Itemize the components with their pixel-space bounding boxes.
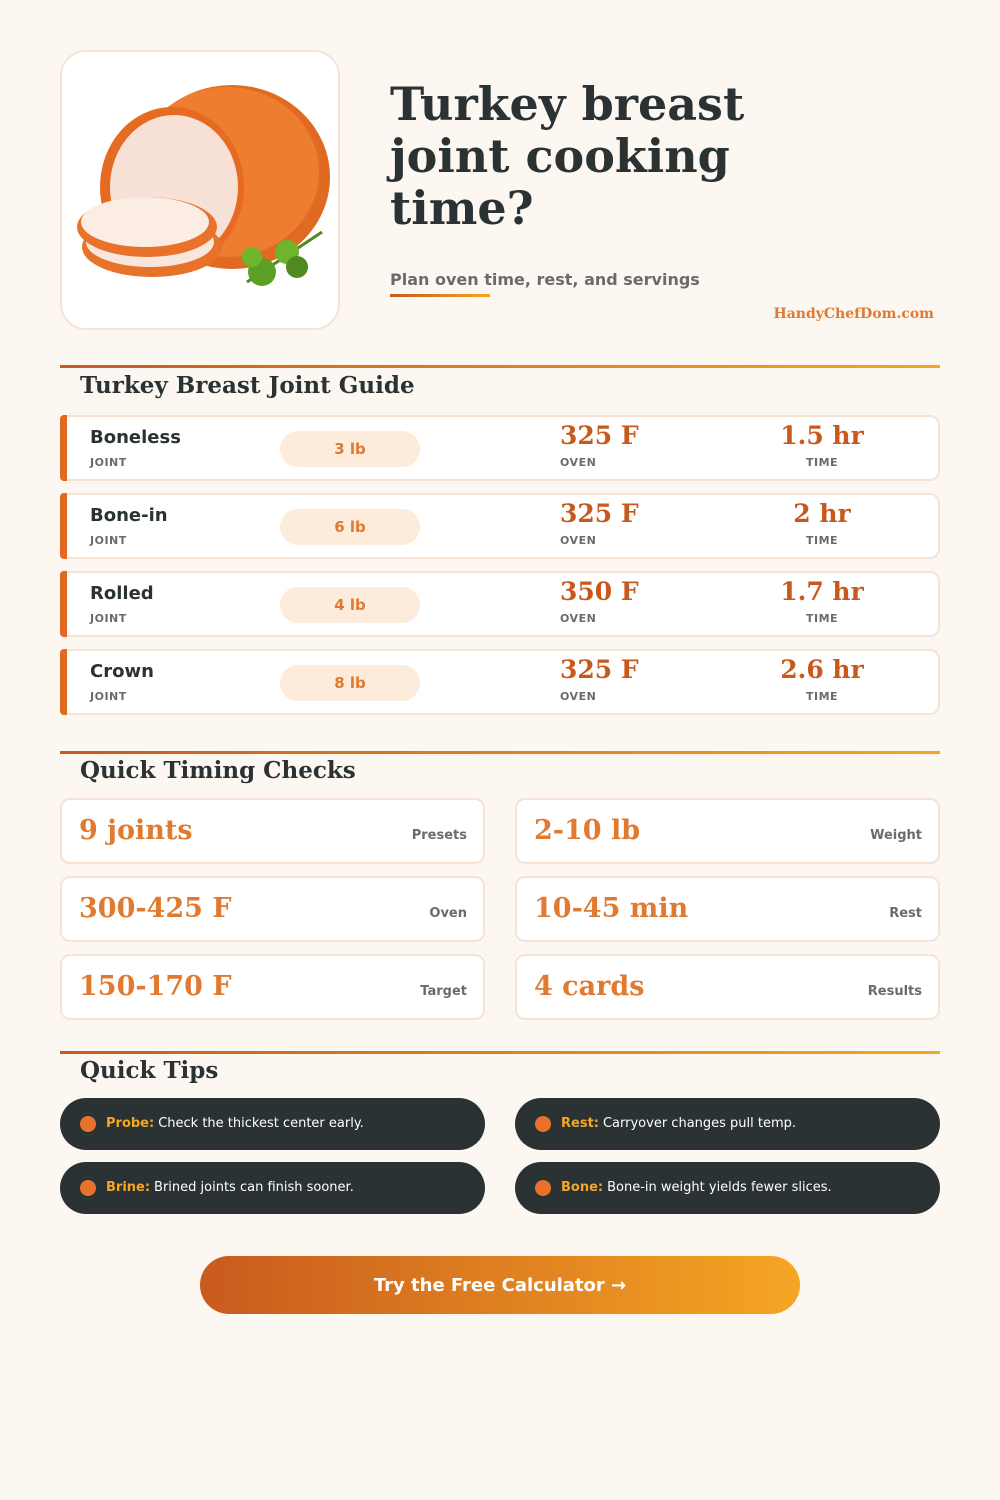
check-value: 10-45 min [534, 893, 689, 924]
joint-label: JOINT [90, 612, 127, 625]
page-title: Turkey breast joint cooking time? [390, 77, 745, 235]
time-label: TIME [805, 534, 839, 547]
oven-label: OVEN [560, 534, 597, 547]
site-name: HandyChefDom.com [773, 306, 935, 322]
joint-row: Bone-in JOINT 6 lb 325 F OVEN 2 hr TIME [60, 493, 940, 559]
tip-dot [80, 1116, 96, 1132]
joint-name: Crown [90, 661, 154, 682]
joint-label: JOINT [90, 690, 127, 703]
section-rule [60, 751, 940, 754]
oven-temp: 350 F [560, 577, 639, 606]
time-label: TIME [805, 690, 839, 703]
oven-label: OVEN [560, 612, 597, 625]
weight-pill: 6 lb [280, 509, 420, 545]
check-label: Oven [429, 906, 467, 921]
check-value: 9 joints [79, 815, 193, 846]
check-value: 300-425 F [79, 893, 232, 924]
row-accent [60, 649, 67, 715]
check-label: Results [867, 984, 922, 999]
time-label: TIME [805, 456, 839, 469]
subtitle-underline [390, 294, 490, 297]
check-card: 300-425 F Oven [60, 876, 485, 942]
joint-label: JOINT [90, 456, 127, 469]
check-card: 150-170 F Target [60, 954, 485, 1020]
row-accent [60, 493, 67, 559]
check-label: Presets [411, 828, 467, 843]
check-label: Weight [870, 828, 922, 843]
cook-time: 2 hr [793, 499, 851, 528]
tip-key: Brine: [106, 1180, 151, 1195]
section-title: Quick Tips [80, 1057, 219, 1084]
check-label: Rest [889, 906, 922, 921]
tip-dot [535, 1116, 551, 1132]
tip-text: Check the thickest center early. [158, 1116, 364, 1131]
check-value: 4 cards [534, 971, 645, 1002]
subtitle: Plan oven time, rest, and servings [390, 270, 700, 289]
check-value: 150-170 F [79, 971, 232, 1002]
joint-label: JOINT [90, 534, 127, 547]
tip-text: Brined joints can finish sooner. [154, 1180, 354, 1195]
tip-pill: Brine: Brined joints can finish sooner. [60, 1162, 485, 1214]
check-label: Target [420, 984, 467, 999]
weight-pill: 3 lb [280, 431, 420, 467]
oven-label: OVEN [560, 690, 597, 703]
oven-label: OVEN [560, 456, 597, 469]
weight-pill: 8 lb [280, 665, 420, 701]
oven-temp: 325 F [560, 655, 639, 684]
tip-pill: Bone: Bone-in weight yields fewer slices. [515, 1162, 940, 1214]
turkey-image [77, 85, 330, 286]
section-rule [60, 365, 940, 368]
tip-text-line: Probe: Check the thickest center early. [106, 1116, 364, 1131]
section-title: Quick Timing Checks [80, 757, 356, 784]
row-accent [60, 415, 67, 481]
check-card: 10-45 min Rest [515, 876, 940, 942]
tip-text: Bone-in weight yields fewer slices. [607, 1180, 832, 1195]
joint-name: Boneless [90, 427, 181, 448]
oven-temp: 325 F [560, 499, 639, 528]
tip-dot [535, 1180, 551, 1196]
tip-text-line: Rest: Carryover changes pull temp. [561, 1116, 796, 1131]
section-title: Turkey Breast Joint Guide [80, 372, 415, 399]
oven-temp: 325 F [560, 421, 639, 450]
cta-button[interactable]: Try the Free Calculator → [200, 1256, 800, 1314]
check-card: 9 joints Presets [60, 798, 485, 864]
tip-text: Carryover changes pull temp. [602, 1116, 797, 1131]
check-card: 2-10 lb Weight [515, 798, 940, 864]
tip-pill: Probe: Check the thickest center early. [60, 1098, 485, 1150]
cook-time: 1.7 hr [780, 577, 864, 606]
cook-time: 1.5 hr [780, 421, 864, 450]
cook-time: 2.6 hr [780, 655, 864, 684]
tip-dot [80, 1180, 96, 1196]
check-value: 2-10 lb [534, 815, 641, 846]
tip-key: Rest: [561, 1116, 599, 1131]
check-card: 4 cards Results [515, 954, 940, 1020]
joint-name: Bone-in [90, 505, 168, 526]
tip-text-line: Brine: Brined joints can finish sooner. [106, 1180, 354, 1195]
tip-pill: Rest: Carryover changes pull temp. [515, 1098, 940, 1150]
joint-name: Rolled [90, 583, 154, 604]
image-frame [60, 50, 340, 330]
joint-row: Crown JOINT 8 lb 325 F OVEN 2.6 hr TIME [60, 649, 940, 715]
weight-pill: 4 lb [280, 587, 420, 623]
tip-key: Probe: [106, 1116, 155, 1131]
tip-key: Bone: [561, 1180, 604, 1195]
tip-text-line: Bone: Bone-in weight yields fewer slices. [561, 1180, 832, 1195]
section-rule [60, 1051, 940, 1054]
joint-row: Boneless JOINT 3 lb 325 F OVEN 1.5 hr TIME [60, 415, 940, 481]
row-accent [60, 571, 67, 637]
time-label: TIME [805, 612, 839, 625]
joint-row: Rolled JOINT 4 lb 350 F OVEN 1.7 hr TIME [60, 571, 940, 637]
